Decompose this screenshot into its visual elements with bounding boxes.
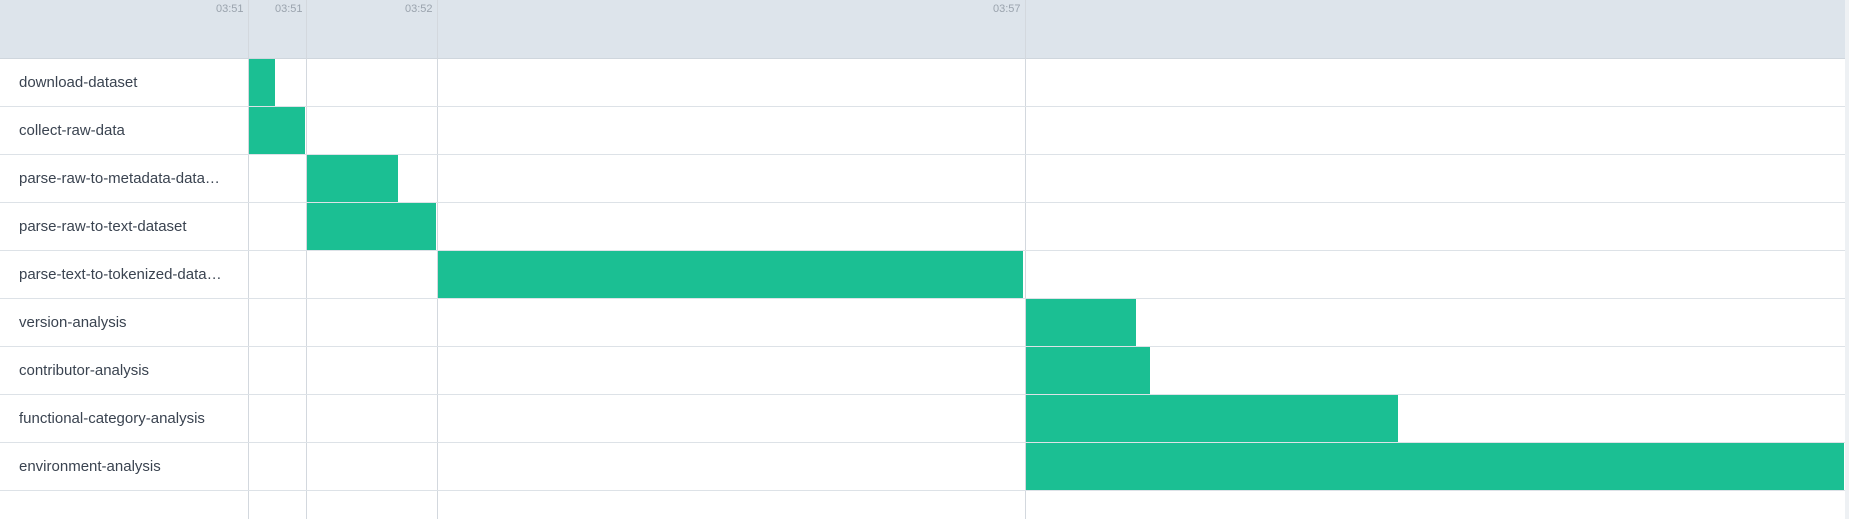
tick-label: 03:52 <box>405 3 433 15</box>
name-column-divider <box>248 0 249 519</box>
task-row: download-dataset <box>0 59 1845 107</box>
task-bar-functional-category-analysis[interactable] <box>1026 395 1398 442</box>
task-bar-environment-analysis[interactable] <box>1026 443 1844 490</box>
task-label: parse-raw-to-text-dataset <box>19 218 187 235</box>
task-row: parse-raw-to-text-dataset <box>0 203 1845 251</box>
gridline <box>1025 0 1026 519</box>
timeline-header: 03:51 03:51 03:52 03:57 <box>0 0 1845 59</box>
task-bar-parse-raw-to-metadata-dataset[interactable] <box>307 155 398 202</box>
task-bar-version-analysis[interactable] <box>1026 299 1136 346</box>
task-row: collect-raw-data <box>0 107 1845 155</box>
task-label: parse-raw-to-metadata-data… <box>19 170 220 187</box>
task-bar-contributor-analysis[interactable] <box>1026 347 1150 394</box>
task-row: environment-analysis <box>0 443 1845 491</box>
task-row: parse-text-to-tokenized-data… <box>0 251 1845 299</box>
gridline <box>306 0 307 519</box>
task-bar-parse-text-to-tokenized-dataset[interactable] <box>438 251 1023 298</box>
task-row: version-analysis <box>0 299 1845 347</box>
tick-label: 03:51 <box>275 3 303 15</box>
tick-label: 03:57 <box>993 3 1021 15</box>
task-label: version-analysis <box>19 314 127 331</box>
task-label: functional-category-analysis <box>19 410 205 427</box>
task-label: contributor-analysis <box>19 362 150 379</box>
task-label: collect-raw-data <box>19 122 125 139</box>
scrollbar[interactable] <box>1845 0 1849 519</box>
task-row: contributor-analysis <box>0 347 1845 395</box>
task-row: functional-category-analysis <box>0 395 1845 443</box>
task-bar-download-dataset[interactable] <box>249 59 275 106</box>
task-row: parse-raw-to-metadata-data… <box>0 155 1845 203</box>
task-bar-collect-raw-data[interactable] <box>249 107 305 154</box>
task-label: environment-analysis <box>19 458 161 475</box>
task-label: download-dataset <box>19 74 138 91</box>
task-bar-parse-raw-to-text-dataset[interactable] <box>307 203 436 250</box>
gridline <box>437 0 438 519</box>
task-label: parse-text-to-tokenized-data… <box>19 266 222 283</box>
tick-label: 03:51 <box>216 3 244 15</box>
